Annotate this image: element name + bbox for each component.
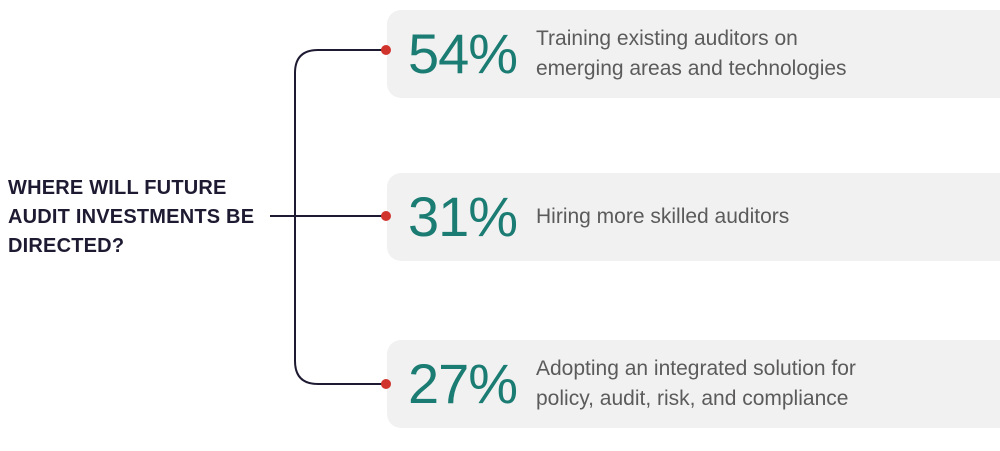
result-card: 54% Training existing auditors on emergi…	[387, 10, 1000, 98]
percent-value: 54%	[408, 22, 518, 85]
description-line: emerging areas and technologies	[536, 57, 847, 80]
question-label: WHERE WILL FUTURE AUDIT INVESTMENTS BE D…	[8, 174, 278, 261]
description-line: Training existing auditors on	[536, 27, 798, 50]
question-line: WHERE WILL FUTURE	[8, 177, 227, 199]
description-line: policy, audit, risk, and compliance	[536, 387, 849, 410]
result-description: Hiring more skilled auditors	[536, 202, 789, 232]
description-line: Adopting an integrated solution for	[536, 357, 856, 380]
result-description: Adopting an integrated solution for poli…	[536, 354, 856, 414]
description-line: Hiring more skilled auditors	[536, 205, 790, 228]
question-line: AUDIT INVESTMENTS BE	[8, 206, 255, 228]
result-card: 31% Hiring more skilled auditors	[387, 173, 1000, 261]
percent-value: 31%	[408, 185, 518, 248]
percent-value: 27%	[408, 352, 518, 415]
result-card: 27% Adopting an integrated solution for …	[387, 340, 1000, 428]
result-description: Training existing auditors on emerging a…	[536, 24, 847, 84]
question-line: DIRECTED?	[8, 235, 125, 257]
